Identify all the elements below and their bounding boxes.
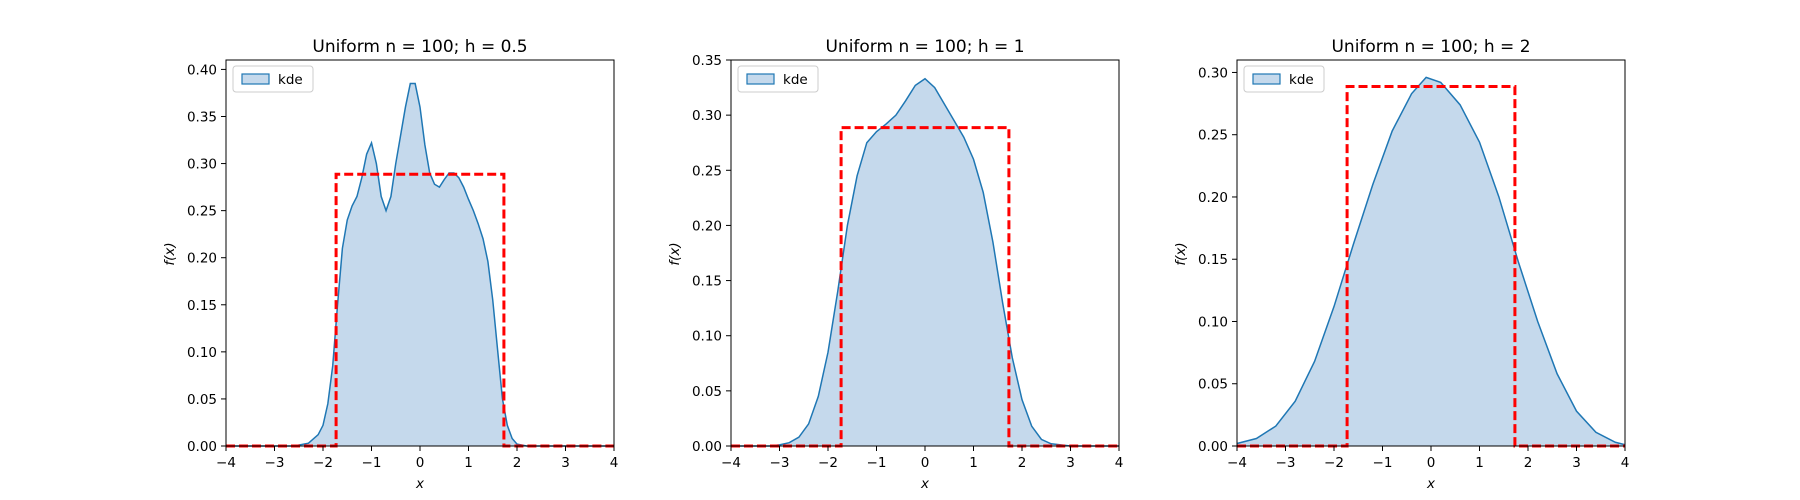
kde-area xyxy=(1237,77,1625,447)
x-tick-label: 1 xyxy=(1475,455,1484,471)
kde-line xyxy=(731,77,1119,447)
y-tick-label: 0.25 xyxy=(187,204,217,220)
kde-line xyxy=(226,82,614,447)
x-tick-label: −2 xyxy=(313,455,333,471)
y-tick-label: 0.00 xyxy=(692,439,722,455)
x-tick-label: 3 xyxy=(1572,455,1581,471)
x-tick-label: 0 xyxy=(1427,455,1436,471)
x-tick-label: 0 xyxy=(416,455,425,471)
x-tick-label: 0 xyxy=(921,455,930,471)
y-tick-label: 0.35 xyxy=(187,109,217,125)
panel-3-title: Uniform n = 100; h = 2 xyxy=(1331,37,1530,57)
panel-1-xlabel: x xyxy=(415,476,425,492)
x-tick-label: −4 xyxy=(216,455,236,471)
panel-1-title: Uniform n = 100; h = 0.5 xyxy=(312,37,527,57)
y-tick-label: 0.20 xyxy=(692,218,722,234)
x-tick-label: 1 xyxy=(464,455,473,471)
legend-kde-swatch xyxy=(241,73,270,85)
panel-2-legend: kde xyxy=(737,65,819,93)
panel-2-xlabel: x xyxy=(920,476,930,492)
y-tick-label: 0.05 xyxy=(187,392,217,408)
y-tick-label: 0.20 xyxy=(1198,190,1228,206)
y-tick-label: 0.15 xyxy=(187,298,217,314)
panel-1-ylabel: f(x) xyxy=(162,242,178,265)
x-tick-label: −3 xyxy=(1276,455,1296,471)
legend-frame xyxy=(1243,65,1325,93)
kde-line xyxy=(1236,76,1626,446)
x-tick-label: 3 xyxy=(1066,455,1075,471)
x-tick-label: 1 xyxy=(969,455,978,471)
panel-2-plot: −4 −3 −2 −1 0 1 2 3 4 0.00 0.05 0.10 0.15 0.20 0.25 0.3… xyxy=(692,53,1123,471)
x-tick-label: −2 xyxy=(818,455,838,471)
y-tick-label: 0.25 xyxy=(1198,128,1228,144)
x-tick-label: 2 xyxy=(513,455,522,471)
x-tick-label: −4 xyxy=(721,455,741,471)
panel-2-title: Uniform n = 100; h = 1 xyxy=(825,37,1024,57)
y-tick-label: 0.20 xyxy=(187,251,217,267)
panel-2: Uniform n = 100; h = 1 −4 −3 −2 −1 0 1 2 3 4 0.00… xyxy=(667,37,1123,492)
x-tick-label: −3 xyxy=(265,455,285,471)
y-tick-label: 0.35 xyxy=(692,53,722,69)
legend-kde-label: kde xyxy=(278,72,303,88)
y-tick-label: 0.10 xyxy=(1198,314,1228,330)
y-tick-label: 0.15 xyxy=(692,274,722,290)
panel-3-ylabel: f(x) xyxy=(1173,242,1189,265)
y-tick-label: 0.15 xyxy=(1198,252,1228,268)
panel-3-plot: −4 −3 −2 −1 0 1 2 3 4 0.00 0.05 0.10 0.15 0.20 0.25 0.3… xyxy=(1198,59,1630,471)
legend-frame xyxy=(737,65,819,93)
x-tick-label: −1 xyxy=(867,455,887,471)
y-tick-label: 0.30 xyxy=(692,108,722,124)
panel-3-legend: kde xyxy=(1243,65,1325,93)
panel-2-ylabel: f(x) xyxy=(667,242,683,265)
y-tick-label: 0.30 xyxy=(1198,65,1228,81)
panel-3: Uniform n = 100; h = 2 −4 −3 −2 −1 0 1 2 3 4 0.00… xyxy=(1173,37,1629,492)
y-tick-label: 0.10 xyxy=(692,329,722,345)
y-tick-label: 0.00 xyxy=(1198,439,1228,455)
x-tick-label: −1 xyxy=(362,455,382,471)
y-tick-label: 0.25 xyxy=(692,163,722,179)
legend-kde-label: kde xyxy=(1289,72,1314,88)
legend-kde-swatch xyxy=(746,73,775,85)
x-tick-label: 4 xyxy=(1115,455,1124,471)
panel-1-plot: −4 −3 −2 −1 0 1 2 3 4 0.00 0.05 0.10 0.15 0.20 0.25 0.3… xyxy=(187,59,619,471)
x-tick-label: −4 xyxy=(1227,455,1247,471)
x-tick-label: 4 xyxy=(610,455,619,471)
x-tick-label: −2 xyxy=(1324,455,1344,471)
y-tick-label: 0.40 xyxy=(187,62,217,78)
y-tick-label: 0.10 xyxy=(187,345,217,361)
panel-1: Uniform n = 100; h = 0.5 −4 −3 −2 −1 0 1 2 3 4 0.… xyxy=(162,37,618,492)
panel-1-legend: kde xyxy=(232,65,314,93)
y-tick-label: 0.05 xyxy=(692,384,722,400)
x-tick-label: 4 xyxy=(1621,455,1630,471)
x-tick-label: −3 xyxy=(770,455,790,471)
y-tick-label: 0.00 xyxy=(187,439,217,455)
x-tick-label: −1 xyxy=(1373,455,1393,471)
kde-area xyxy=(226,83,614,446)
legend-kde-swatch xyxy=(1252,73,1281,85)
legend-frame xyxy=(232,65,314,93)
y-tick-label: 0.30 xyxy=(187,157,217,173)
y-tick-label: 0.05 xyxy=(1198,377,1228,393)
panel-3-xlabel: x xyxy=(1426,476,1436,492)
legend-kde-label: kde xyxy=(783,72,808,88)
x-tick-label: 2 xyxy=(1524,455,1533,471)
x-tick-label: 2 xyxy=(1018,455,1027,471)
x-tick-label: 3 xyxy=(561,455,570,471)
